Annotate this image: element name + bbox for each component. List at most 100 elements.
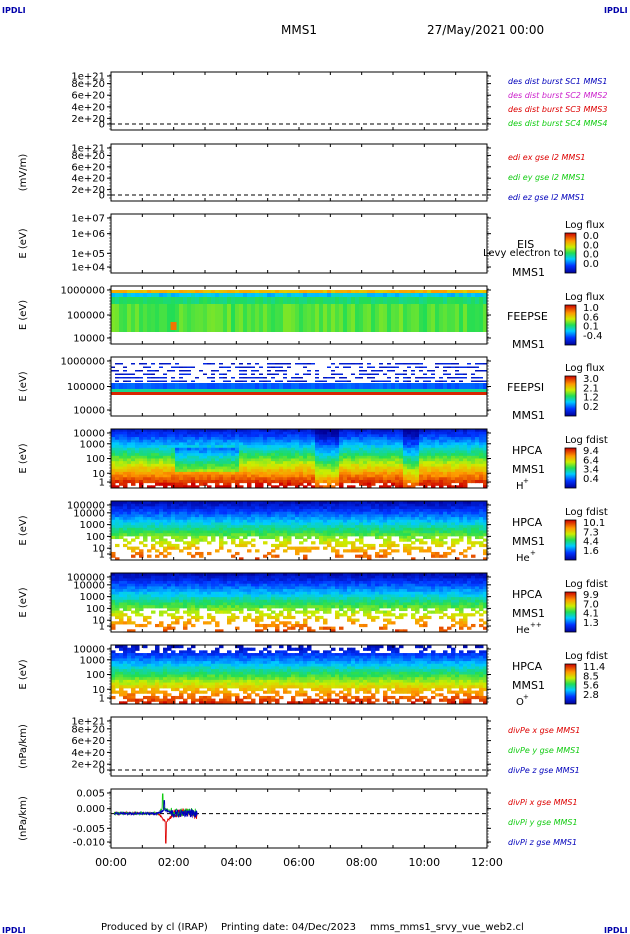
panel-frame — [110, 71, 488, 131]
y-tick-label: 1000000 — [60, 286, 105, 297]
colorbar-tick-label: 9.4 — [583, 446, 599, 457]
legend-entry: divPi z gse MMS1 — [508, 838, 577, 847]
y-axis-label: (mV/m) — [18, 154, 29, 192]
panel-feepsi: 1000000 100000 10000 E (eV) FEEPSI MMS1 Log fl… — [18, 356, 605, 422]
legend-entry: des dist burst SC4 MMS4 — [508, 119, 607, 128]
y-tick-label: 1000 — [80, 655, 105, 666]
y-tick-label: 2e+20 — [71, 114, 105, 125]
species-charge: + — [530, 549, 536, 557]
y-tick-label: 4e+20 — [71, 102, 105, 113]
y-axis-label: E (eV) — [18, 228, 29, 258]
header-datetime: 27/May/2021 00:00 — [427, 23, 544, 37]
spacecraft-label: MMS1 — [512, 679, 545, 692]
x-tick-label: 06:00 — [283, 856, 315, 869]
y-tick-label: 10 — [92, 544, 105, 555]
colorbar-title: Log fdist — [565, 651, 608, 662]
series-line — [113, 800, 198, 819]
y-tick-label: -0.005 — [73, 824, 105, 835]
y-tick-label: 4e+20 — [71, 748, 105, 759]
x-tick-label: 08:00 — [346, 856, 378, 869]
colorbar — [564, 663, 577, 705]
footer-produced: Produced by cl (IRAP) — [101, 922, 208, 933]
corner-tag-bottom-left: IPDLI — [2, 926, 26, 934]
species-label: O — [516, 697, 524, 708]
colorbar-tick-label: 7.3 — [583, 527, 599, 538]
y-tick-label: 0 — [99, 191, 105, 202]
y-axis-label: E (eV) — [18, 515, 29, 545]
y-tick-label: 6e+20 — [71, 91, 105, 102]
y-tick-label: 6e+20 — [71, 162, 105, 173]
colorbar-title: Log fdist — [565, 579, 608, 590]
colorbar-title: Log fdist — [565, 507, 608, 518]
y-tick-label: 100 — [86, 532, 105, 543]
colorbar — [564, 591, 577, 633]
y-tick-label: 1000 — [80, 592, 105, 603]
legend-entry: divPe z gse MMS1 — [508, 766, 580, 775]
colorbar — [564, 304, 577, 346]
colorbar-tick-label: 11.4 — [583, 662, 605, 673]
x-tick-label: 02:00 — [158, 856, 190, 869]
colorbar-tick-label: 8.5 — [583, 671, 599, 682]
colorbar-tick-label: 0.4 — [583, 474, 599, 485]
legend-entry: edi ez gse l2 MMS1 — [508, 193, 585, 202]
colorbar-tick-label: 2.1 — [583, 383, 599, 394]
y-tick-label: 1 — [99, 694, 105, 705]
colorbar-tick-label: 4.4 — [583, 537, 599, 548]
spectrogram-cells — [111, 645, 487, 704]
species-charge: + — [523, 693, 529, 701]
y-tick-label: 1e+21 — [71, 717, 105, 728]
y-tick-label: 1000 — [80, 439, 105, 450]
legend-entry: divPe x gse MMS1 — [508, 726, 580, 735]
y-tick-label: 4e+20 — [71, 174, 105, 185]
y-axis-label: E (eV) — [18, 371, 29, 401]
y-tick-label: 8e+20 — [71, 151, 105, 162]
corner-tag-top-left: IPDLI — [2, 6, 26, 15]
colorbar-tick-label: 9.9 — [583, 590, 599, 601]
spacecraft-label: MMS1 — [512, 266, 545, 279]
y-tick-label: 100000 — [67, 573, 105, 584]
colorbar-tick-label: 7.0 — [583, 599, 599, 610]
panel-frame — [110, 788, 488, 849]
y-tick-label: 100000 — [67, 382, 105, 393]
y-tick-label: 8e+20 — [71, 724, 105, 735]
y-axis-label: E (eV) — [18, 300, 29, 330]
y-tick-label: 1 — [99, 478, 105, 489]
y-tick-label: 10 — [92, 616, 105, 627]
colorbar-title: Log flux — [565, 292, 605, 303]
colorbar-tick-label: 0.0 — [583, 259, 599, 270]
y-axis-label: (nPa/km) — [18, 724, 29, 769]
header-spacecraft: MMS1 — [281, 23, 317, 37]
x-tick-label: 04:00 — [220, 856, 252, 869]
y-axis-label: E (eV) — [18, 587, 29, 617]
colorbar — [564, 232, 577, 274]
instrument-label: HPCA — [512, 444, 543, 457]
legend-entry: divPi x gse MMS1 — [508, 798, 578, 807]
species-charge: ++ — [530, 621, 542, 629]
colorbar-title: Log flux — [565, 363, 605, 374]
y-tick-label: 1 — [99, 550, 105, 561]
colorbar-title: Log fdist — [565, 435, 608, 446]
y-tick-label: 100000 — [67, 311, 105, 322]
spacecraft-label: MMS1 — [512, 409, 545, 422]
colorbar-tick-label: 3.0 — [583, 374, 599, 385]
instrument-label: HPCA — [512, 516, 543, 529]
colorbar-tick-label: 1.0 — [583, 303, 599, 314]
legend-entry: edi ey gse l2 MMS1 — [508, 173, 586, 182]
x-tick-label: 12:00 — [471, 856, 503, 869]
colorbar-tick-label: 0.2 — [583, 402, 599, 413]
y-tick-label: 1e+06 — [71, 229, 105, 240]
spacecraft-label: MMS1 — [512, 463, 545, 476]
colorbar-tick-label: 4.1 — [583, 609, 599, 620]
spectrogram-cells — [111, 363, 487, 395]
y-tick-label: 1e+21 — [71, 72, 105, 83]
y-tick-label: -0.010 — [73, 838, 105, 849]
colorbar-tick-label: 0.1 — [583, 322, 599, 333]
instrument-label: EIS — [517, 238, 534, 251]
time-axis: 00:00 02:00 04:00 06:00 08:00 10:00 12:00 — [95, 856, 503, 869]
y-axis-label: E (eV) — [18, 659, 29, 689]
